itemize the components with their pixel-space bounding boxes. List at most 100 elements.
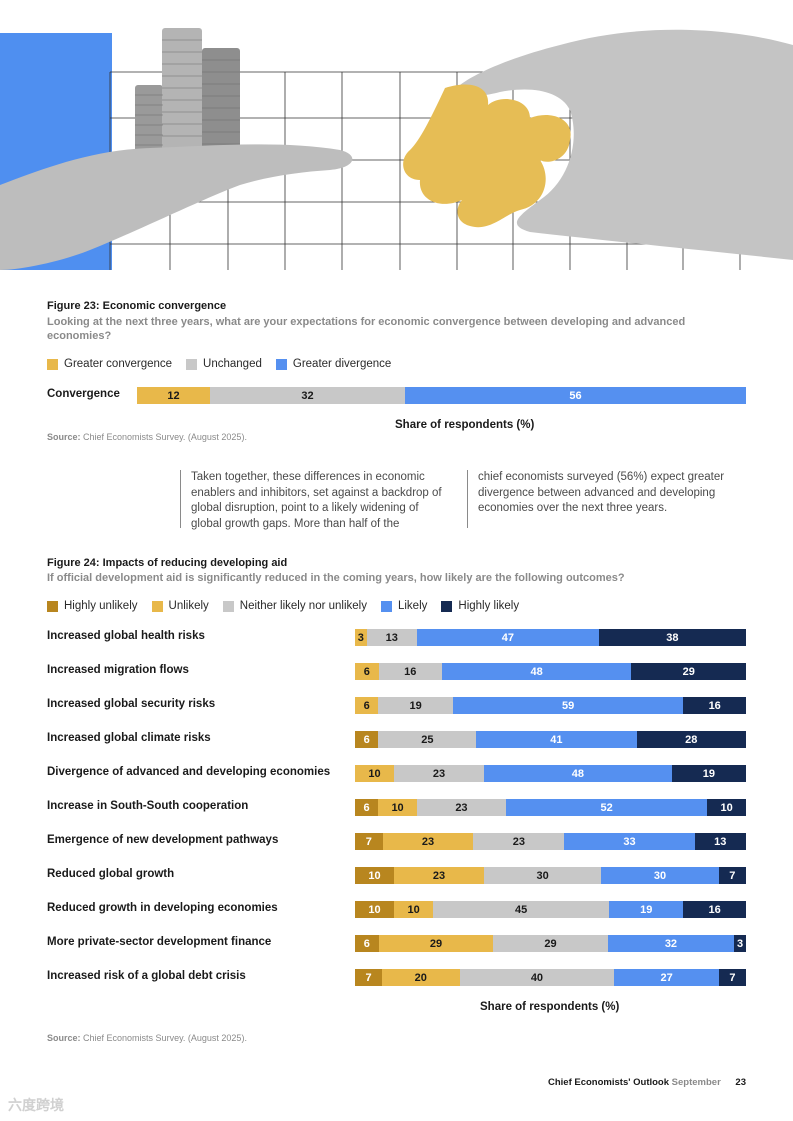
stacked-bar-reduced-growth-in-developing-economies: 10 10 45 19 16 [355,901,746,918]
legend-label: Highly unlikely [64,600,138,612]
bar-segment-unlikely: 10 [355,765,395,782]
category-label-increased-risk-of-a-global-debt-crisis: Increased risk of a global debt crisis [47,970,246,982]
legend-label: Likely [397,600,428,612]
legend-item-neutral: Neither likely nor unlikely [222,600,367,612]
category-label-divergence-of-advanced-and-developing-economies: Divergence of advanced and developing ec… [47,766,331,778]
figure24-source: Source: Chief Economists Survey. (August… [47,1033,247,1043]
legend-swatch [275,358,287,370]
figure23-legend: Greater convergence Unchanged Greater di… [47,358,405,370]
bar-segment-highly-unlikely: 7 [355,833,383,850]
bar-segment-highly-likely: 29 [631,663,746,680]
category-label-increased-global-security-risks: Increased global security risks [47,698,216,710]
category-label-reduced-growth-in-developing-economies: Reduced growth in developing economies [47,902,278,914]
bar-segment-highly-likely: 19 [671,765,746,782]
stacked-bar-more-private-sector-development-finance: 6 29 29 32 3 [355,935,746,952]
body-text-left: Taken together, these differences in eco… [180,470,442,530]
footer-report-title: Chief Economists' Outlook [548,1077,670,1088]
stacked-bar-increased-global-health-risks: 3 13 47 38 [355,629,746,646]
page-footer: Chief Economists' Outlook September 23 [548,1077,746,1088]
bar-segment-likely: 59 [452,697,684,714]
bar-segment-likely: 41 [476,731,637,748]
bar-segment-highly-likely: 3 [734,935,746,952]
body-text-right: chief economists surveyed (56%) expect g… [467,470,735,528]
legend-item-unlikely: Unlikely [151,600,209,612]
right-hand [457,29,793,261]
bar-segment-highly-unlikely: 6 [355,935,379,952]
bar-segment-likely: 19 [609,901,684,918]
legend-swatch [47,600,58,612]
bar-segment-neither-likely-nor-unlikely: 45 [433,901,610,918]
hero-graphic [0,28,793,270]
legend-swatch [441,600,453,612]
figure23-axis-title: Share of respondents (%) [395,419,535,431]
bar-segment-unlikely: 10 [394,901,434,918]
bar-segment-likely: 52 [505,799,708,816]
figure24-legend: Highly unlikely Unlikely Neither likely … [47,600,533,612]
legend-swatch [186,358,198,370]
category-label-increased-global-climate-risks: Increased global climate risks [47,732,211,744]
figure23-subtitle: Looking at the next three years, what ar… [47,316,686,342]
bar-segment-highly-unlikely: 6 [355,799,379,816]
footer-month: September [671,1077,721,1088]
bar-segment-highly-likely: 16 [683,901,746,918]
bar-segment-highly-likely: 38 [598,629,746,646]
source-label: Source: [47,1033,81,1043]
legend-label: Highly likely [458,600,520,612]
legend-swatch [222,600,234,612]
left-hand [0,144,353,270]
bar-segment-highly-likely: 10 [707,799,746,816]
bar-segment-likely: 27 [614,969,719,986]
category-label-emergence-of-new-development-pathways: Emergence of new development pathways [47,834,279,846]
bar-segment-unlikely: 10 [378,799,417,816]
bar-segment-neither-likely-nor-unlikely: 16 [378,663,442,680]
legend-swatch [151,600,163,612]
source-text: Chief Economists Survey. (August 2025). [83,1033,247,1043]
figure24-subtitle: If official development aid is significa… [47,572,625,584]
bar-segment-highly-likely: 28 [636,731,746,748]
bar-segment-highly-likely: 13 [694,833,746,850]
legend-label: Greater convergence [64,358,173,370]
figure24-axis-title: Share of respondents (%) [480,1001,620,1013]
bar-segment-highly-unlikely: 6 [355,731,379,748]
bar-segment-neither-likely-nor-unlikely: 23 [394,765,485,782]
stacked-bar-convergence: 12 32 56 [137,387,746,404]
bar-segment-highly-likely: 7 [718,969,746,986]
bar-segment-likely: 32 [607,935,735,952]
legend-label: Greater divergence [292,358,392,370]
category-label-reduced-global-growth: Reduced global growth [47,868,175,880]
bar-segment-unlikely: 23 [394,867,485,884]
coin-stacks [135,28,240,155]
bar-segment-unlikely: 3 [355,629,367,646]
category-label-increase-in-south-south-cooperation: Increase in South-South cooperation [47,800,249,812]
bar-segment-likely: 30 [601,867,719,884]
puzzle-piece [403,84,571,228]
legend-item-greater-divergence: Greater divergence [275,358,392,370]
stacked-bar-increased-global-climate-risks: 6 25 41 28 [355,731,746,748]
stacked-bar-emergence-of-new-development-pathways: 7 23 23 33 13 [355,833,746,850]
watermark-logo: 六度跨境 [8,1097,64,1113]
bar-segment-likely: 48 [484,765,672,782]
bar-segment-highly-likely: 16 [683,697,746,714]
bar-segment-greater-divergence: 56 [404,387,746,404]
legend-swatch [47,358,58,370]
stacked-bar-reduced-global-growth: 10 23 30 30 7 [355,867,746,884]
legend-label: Unlikely [168,600,209,612]
bar-segment-greater-convergence: 12 [137,387,211,404]
legend-label: Unchanged [203,358,262,370]
bar-segment-likely: 47 [416,629,599,646]
figure23-source: Source: Chief Economists Survey. (August… [47,432,247,442]
bar-segment-unlikely: 6 [355,697,379,714]
legend-label: Neither likely nor unlikely [239,600,367,612]
category-label-increased-migration-flows: Increased migration flows [47,664,189,676]
bar-segment-neither-likely-nor-unlikely: 19 [378,697,453,714]
stacked-bar-increased-migration-flows: 6 16 48 29 [355,663,746,680]
bar-segment-unlikely: 20 [382,969,460,986]
bar-segment-likely: 48 [441,663,632,680]
bar-segment-unchanged: 32 [210,387,405,404]
stacked-bar-increased-global-security-risks: 6 19 59 16 [355,697,746,714]
bar-segment-neither-likely-nor-unlikely: 25 [378,731,477,748]
bar-segment-neither-likely-nor-unlikely: 40 [459,969,615,986]
page-number: 23 [735,1077,746,1088]
bar-segment-highly-unlikely: 10 [355,867,395,884]
bar-segment-unlikely: 6 [355,663,379,680]
